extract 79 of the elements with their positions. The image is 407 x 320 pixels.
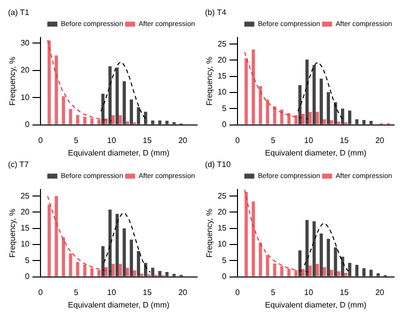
- y-tick-label: 10: [20, 92, 30, 102]
- bar: [118, 264, 122, 276]
- y-axis-title: Frequency, %: [8, 56, 18, 106]
- x-tick-label: 15: [340, 136, 350, 145]
- x-tick-label: 0: [38, 288, 44, 297]
- y-tick-label: 15: [218, 224, 228, 233]
- y-tick-label: 0: [222, 120, 228, 130]
- y-tick-label: 15: [218, 72, 228, 81]
- bar: [337, 122, 340, 124]
- bar: [126, 268, 130, 276]
- x-tick-label: 10: [304, 288, 314, 297]
- x-axis-title: Equivalent diameter, D (mm): [265, 148, 367, 158]
- x-tick-label: 0: [38, 136, 44, 145]
- y-tick-label: 0: [25, 272, 30, 282]
- y-axis-title: Frequency, %: [8, 208, 18, 258]
- y-tick-label: 30: [20, 38, 30, 48]
- x-tick-label: 10: [304, 136, 314, 145]
- y-axis-title: Frequency, %: [205, 208, 214, 258]
- x-tick-label: 15: [340, 288, 350, 297]
- y-tick-label: 25: [218, 191, 228, 200]
- bar: [112, 115, 115, 124]
- x-tick-label: 5: [270, 136, 276, 145]
- y-tick-label: 5: [222, 256, 228, 265]
- y-tick-label: 0: [25, 120, 30, 130]
- x-tick-label: 20: [178, 136, 188, 145]
- x-tick-label: 20: [375, 136, 385, 145]
- bar: [68, 108, 72, 124]
- y-axis-title: Frequency, %: [205, 56, 214, 106]
- x-tick-label: 0: [235, 136, 240, 145]
- x-tick-label: 5: [74, 288, 79, 297]
- x-tick-label: 10: [107, 288, 117, 297]
- x-tick-label: 15: [142, 136, 152, 145]
- x-tick-label: 20: [375, 288, 385, 297]
- x-axis-title: Equivalent diameter, D (mm): [68, 300, 170, 310]
- x-axis-title: Equivalent diameter, D (mm): [68, 148, 170, 158]
- bar: [316, 264, 319, 276]
- chart-title: (c) T7: [8, 160, 30, 170]
- x-tick-label: 5: [74, 136, 79, 145]
- y-tick-label: 20: [20, 207, 30, 216]
- bar: [140, 274, 144, 276]
- y-tick-label: 20: [20, 66, 30, 75]
- bar: [344, 272, 348, 276]
- y-tick-label: 5: [25, 256, 30, 265]
- bar: [118, 115, 122, 124]
- bar: [316, 112, 319, 124]
- x-tick-label: 0: [235, 288, 240, 297]
- bar: [330, 120, 334, 124]
- line-series: [103, 212, 151, 273]
- bar: [308, 265, 312, 276]
- chart-title: (a) T1: [8, 8, 30, 18]
- y-tick-label: 10: [20, 240, 30, 249]
- bar: [76, 114, 80, 124]
- bar: [308, 112, 312, 124]
- bar: [330, 270, 334, 276]
- bar: [104, 118, 108, 124]
- bar: [112, 264, 115, 276]
- bar: [126, 122, 130, 124]
- y-tick-label: 0: [222, 272, 228, 282]
- y-tick-label: 10: [218, 240, 228, 249]
- x-tick-label: 15: [142, 288, 152, 297]
- x-axis-title: Equivalent diameter, D (mm): [265, 300, 367, 310]
- x-tick-label: 10: [107, 136, 117, 145]
- x-tick-label: 20: [178, 288, 188, 297]
- bar: [104, 267, 108, 276]
- bar: [132, 270, 136, 276]
- y-tick-label: 10: [218, 88, 228, 97]
- y-tick-label: 5: [222, 104, 228, 113]
- y-tick-label: 25: [20, 191, 30, 200]
- bar: [322, 267, 326, 276]
- bar: [322, 119, 326, 124]
- y-tick-label: 25: [218, 39, 228, 48]
- chart-title: (b) T4: [205, 8, 227, 18]
- y-tick-label: 20: [218, 55, 228, 64]
- y-tick-label: 20: [218, 207, 228, 216]
- y-tick-label: 15: [20, 224, 30, 233]
- bar: [337, 271, 340, 276]
- bar: [302, 114, 305, 124]
- chart-title: (d) T10: [205, 160, 232, 170]
- x-tick-label: 5: [270, 288, 276, 297]
